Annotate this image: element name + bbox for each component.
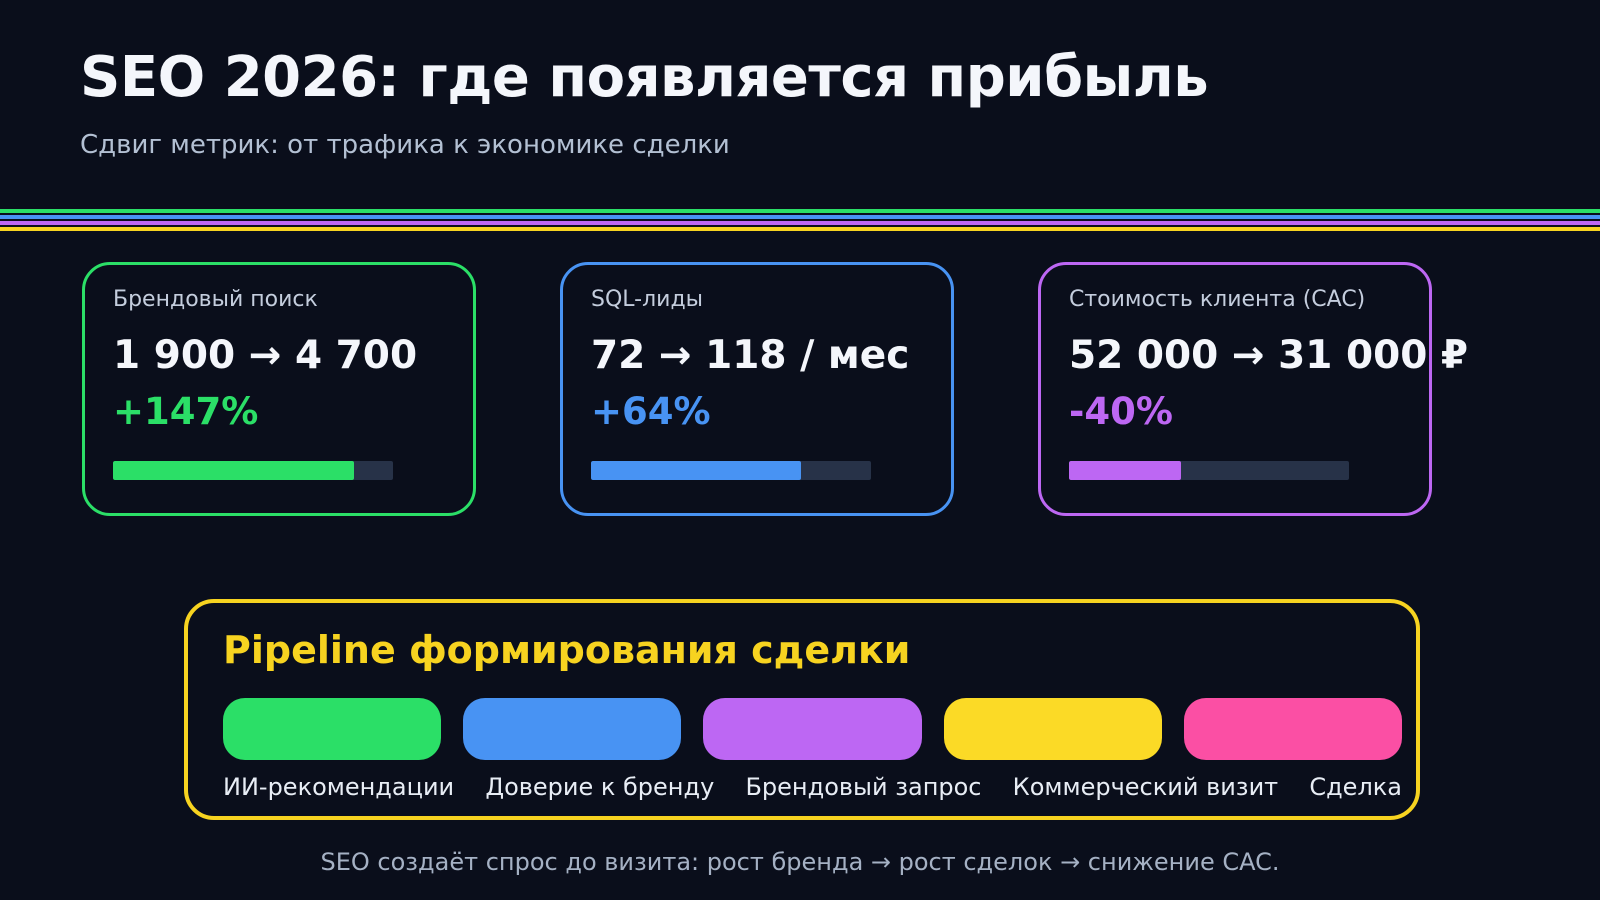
stage-pill-ai-recommendations	[223, 697, 442, 760]
metric-value: 72 → 118 / мес	[591, 333, 910, 379]
metric-card-brand-search: Брендовый поиск 1 900 → 4 700 +147%	[82, 262, 476, 516]
metric-label: Стоимость клиента (CAC)	[1069, 287, 1366, 312]
metric-delta: +147%	[113, 390, 259, 434]
pipeline-title: Pipeline формирования сделки	[223, 628, 911, 672]
rainbow-divider	[0, 209, 1600, 233]
divider-stripe-purple	[0, 221, 1600, 225]
metric-delta: +64%	[591, 390, 711, 434]
footer: SEO создаёт спрос до визита: рост бренда…	[0, 848, 1600, 876]
pipeline-panel: Pipeline формирования сделки ИИ-рекоменд…	[184, 599, 1420, 820]
page-subtitle: Сдвиг метрик: от трафика к экономике сде…	[80, 130, 730, 160]
metric-label: SQL-лиды	[591, 287, 704, 312]
stage-label-deal: Сделка	[1309, 772, 1402, 801]
metric-card-cac: Стоимость клиента (CAC) 52 000 → 31 000 …	[1038, 262, 1469, 516]
stage-label-commercial-visit: Коммерческий визит	[1012, 772, 1279, 801]
metric-cards-row: Брендовый поиск 1 900 → 4 700 +147% SQL-…	[82, 262, 1469, 516]
progress-fill	[591, 460, 801, 480]
footer-note: SEO создаёт спрос до визита: рост бренда…	[320, 848, 1280, 876]
metric-value: 52 000 → 31 000 ₽	[1069, 333, 1469, 379]
stage-label-brand-query: Брендовый запрос	[745, 772, 982, 801]
stage-pill-brand-query	[703, 697, 922, 760]
header: SEO 2026: где появляется прибыль Сдвиг м…	[80, 45, 1209, 161]
progress-fill	[113, 460, 354, 480]
stage-label-brand-trust: Доверие к бренду	[485, 772, 715, 801]
divider-stripe-yellow	[0, 227, 1600, 231]
metric-value: 1 900 → 4 700	[113, 333, 418, 379]
metric-label: Брендовый поиск	[113, 287, 318, 312]
pipeline-stage-labels: ИИ-рекомендации Доверие к бренду Брендов…	[223, 773, 1402, 802]
progress-track	[1069, 460, 1349, 480]
pipeline-stage-pills	[223, 697, 1403, 760]
progress-fill	[1069, 460, 1181, 480]
metric-card-sql-leads: SQL-лиды 72 → 118 / мес +64%	[560, 262, 954, 516]
stage-pill-deal	[1183, 697, 1403, 760]
divider-stripe-green	[0, 209, 1600, 213]
progress-track	[591, 460, 871, 480]
metric-delta: -40%	[1069, 390, 1173, 434]
stage-pill-commercial-visit	[943, 697, 1162, 760]
divider-stripe-blue	[0, 215, 1600, 219]
stage-label-ai-recommendations: ИИ-рекомендации	[223, 772, 455, 801]
page-title: SEO 2026: где появляется прибыль	[80, 45, 1209, 110]
stage-pill-brand-trust	[463, 697, 682, 760]
progress-track	[113, 460, 393, 480]
